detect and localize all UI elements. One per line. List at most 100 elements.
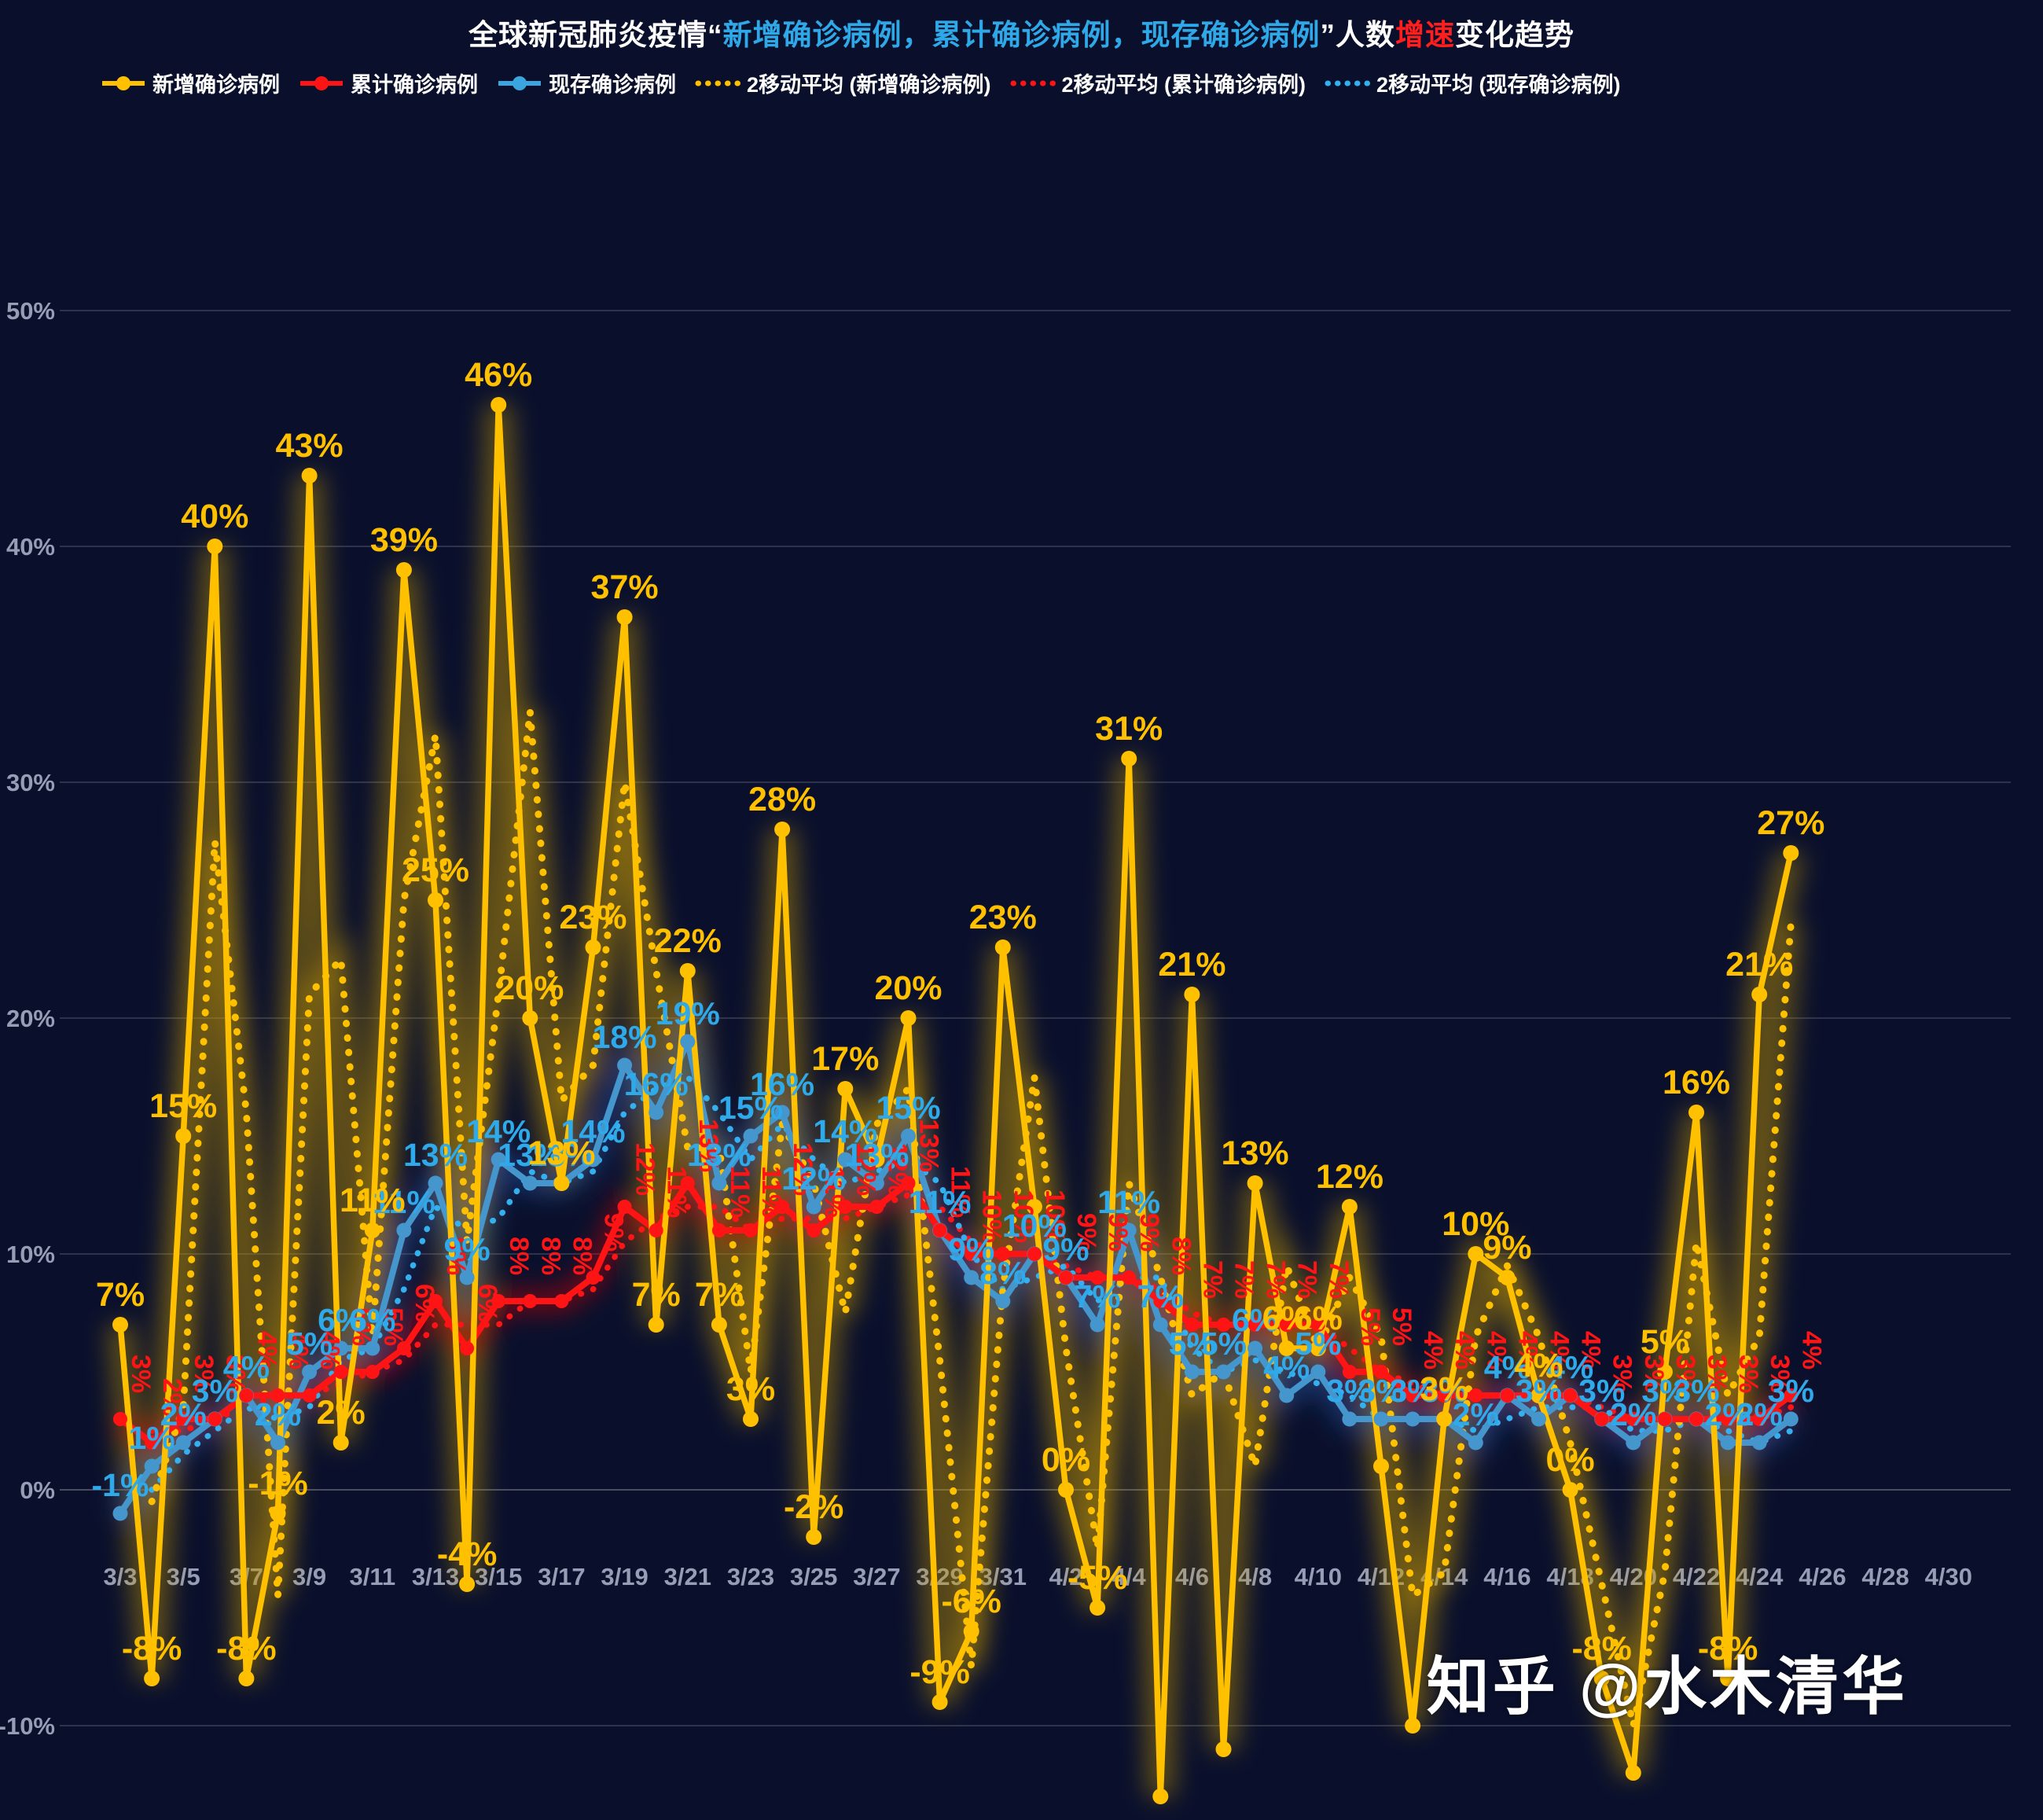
x-axis-label: 3/11 <box>349 1563 395 1590</box>
data-label: 4% <box>252 1331 281 1370</box>
data-label: 4% <box>315 1331 345 1370</box>
data-point <box>1121 1223 1137 1238</box>
data-point <box>1468 1388 1483 1403</box>
data-point <box>711 1175 727 1191</box>
data-label: 5% <box>378 1307 408 1346</box>
data-label: 20% <box>496 969 564 1007</box>
data-label: 5% <box>1355 1307 1385 1346</box>
data-point <box>837 1081 854 1097</box>
data-label: 9% <box>1134 1213 1164 1252</box>
data-label: 10% <box>1040 1189 1070 1243</box>
data-label: 9% <box>1103 1213 1133 1252</box>
y-axis-label: 50% <box>6 297 55 325</box>
x-axis-label: 3/27 <box>853 1563 900 1590</box>
data-label: 3% <box>1673 1373 1719 1409</box>
data-label: 18% <box>593 1019 657 1055</box>
data-point <box>364 1223 380 1238</box>
data-label: 11% <box>1097 1184 1160 1220</box>
data-label: 14% <box>466 1113 531 1149</box>
data-label: 13% <box>498 1137 562 1173</box>
page-title: 全球新冠肺炎疫情“新增确诊病例，累计确诊病例，现存确诊病例”人数增速变化趋势 <box>0 11 2043 53</box>
data-point <box>208 1412 222 1426</box>
data-point <box>238 1671 255 1686</box>
data-point <box>207 539 223 554</box>
data-point <box>900 1010 917 1026</box>
data-point <box>931 1694 948 1710</box>
data-point <box>838 1200 853 1214</box>
data-label: 4% <box>1418 1331 1448 1370</box>
data-point <box>491 397 507 413</box>
data-label: 3% <box>1516 1373 1562 1409</box>
data-point <box>1184 1364 1200 1380</box>
data-label: 7% <box>1324 1260 1354 1299</box>
data-label: 31% <box>1095 710 1163 748</box>
data-label: 3% <box>1578 1373 1625 1409</box>
y-axis-label: 20% <box>6 1005 55 1032</box>
data-label: -6% <box>941 1583 1001 1620</box>
data-label: 5% <box>286 1325 333 1362</box>
data-label: 0% <box>1546 1441 1595 1479</box>
data-label: 2% <box>157 1378 187 1417</box>
data-point <box>1626 1412 1641 1426</box>
data-label: -1% <box>92 1467 149 1503</box>
data-label: 10% <box>977 1189 1007 1243</box>
data-point <box>963 1623 979 1639</box>
data-point <box>301 468 318 483</box>
data-label: 12% <box>788 1142 818 1196</box>
data-point <box>1184 987 1200 1002</box>
data-label: 22% <box>654 922 722 960</box>
data-point <box>1468 1435 1483 1450</box>
data-label: 3% <box>220 1355 250 1393</box>
data-point <box>1279 1388 1295 1403</box>
data-point <box>586 1152 601 1167</box>
legend-item: 2移动平均 (累计确诊病例) <box>1010 68 1306 98</box>
data-point <box>460 1341 475 1355</box>
data-label: 12% <box>630 1142 660 1196</box>
data-label: 4% <box>223 1349 270 1385</box>
data-label: 7% <box>1229 1260 1259 1299</box>
data-point <box>1342 1411 1358 1427</box>
data-label: -8% <box>122 1630 182 1667</box>
data-label: 46% <box>465 356 532 394</box>
data-point <box>649 1105 664 1120</box>
data-point <box>1153 1294 1168 1308</box>
data-point <box>365 1365 380 1379</box>
data-point <box>1751 987 1768 1002</box>
data-point <box>1185 1318 1200 1332</box>
data-label: 4% <box>1796 1331 1826 1370</box>
data-label: 21% <box>1725 946 1793 984</box>
data-point <box>1373 1458 1389 1474</box>
legend-marker-solid-icon <box>300 75 343 90</box>
data-point <box>1752 1412 1767 1426</box>
data-label: 25% <box>402 851 469 889</box>
data-label: 13% <box>1222 1134 1289 1172</box>
y-axis-label: 0% <box>20 1476 55 1504</box>
watermark: 知乎 @水木清华 <box>1426 1652 1908 1722</box>
data-label: 6% <box>410 1284 439 1322</box>
data-point <box>1279 1318 1294 1332</box>
data-point <box>837 1152 853 1167</box>
data-label: 2% <box>1704 1396 1751 1432</box>
data-point <box>1784 1388 1799 1403</box>
data-point <box>333 1365 348 1379</box>
data-point <box>428 1294 443 1308</box>
data-label: 23% <box>969 899 1037 936</box>
data-label: 13% <box>844 1137 909 1173</box>
data-label: 2% <box>255 1396 301 1432</box>
x-axis-label: 4/26 <box>1799 1563 1846 1590</box>
x-axis-label: 4/16 <box>1483 1563 1530 1590</box>
data-point <box>1625 1765 1641 1781</box>
data-label: 13% <box>693 1119 723 1172</box>
data-point <box>806 1199 821 1215</box>
data-point <box>522 1175 538 1191</box>
data-point <box>365 1340 380 1356</box>
data-label: 3% <box>1768 1373 1814 1409</box>
data-point <box>175 1128 192 1144</box>
data-label: 7% <box>1074 1278 1120 1314</box>
data-label: 9% <box>1071 1213 1101 1252</box>
ma-line-new <box>148 711 1795 1726</box>
data-point <box>1090 1270 1105 1285</box>
data-label: -8% <box>1571 1630 1631 1667</box>
data-label: 10% <box>1002 1208 1067 1244</box>
